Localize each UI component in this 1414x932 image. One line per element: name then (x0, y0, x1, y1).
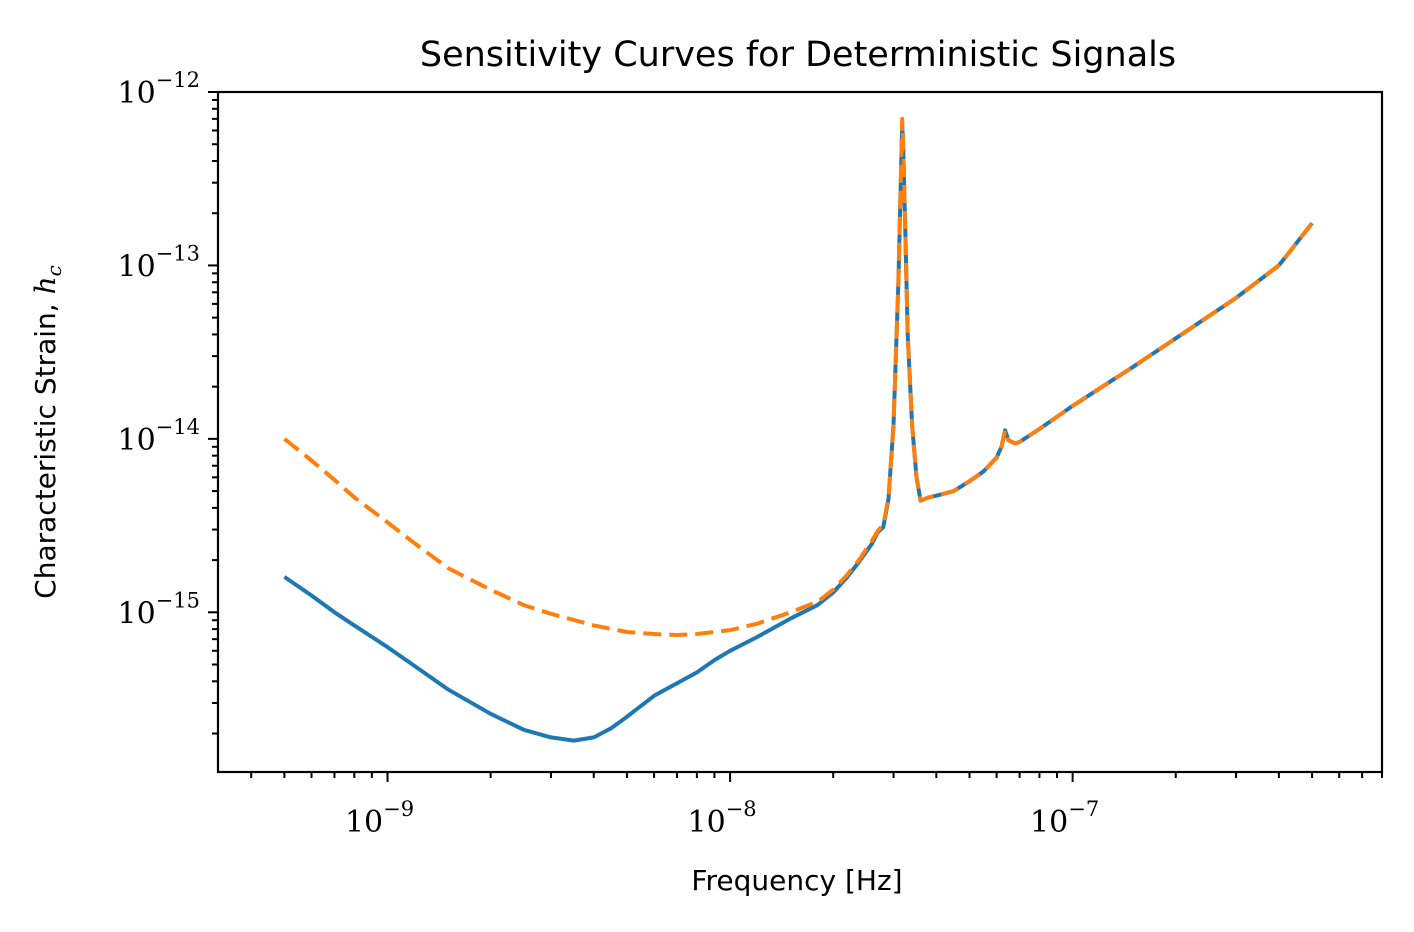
chart-title: Sensitivity Curves for Deterministic Sig… (420, 35, 1176, 75)
series-line-1 (283, 122, 1314, 743)
plot-area-frame (216, 90, 1384, 774)
x-axis-ticks: 10−9 10−8 10−7 (250, 772, 1383, 840)
x-tick-label: 10−8 (687, 797, 756, 840)
y-axis-label: Characteristic Strain, hc (29, 265, 66, 599)
x-axis-label: Frequency [Hz] (691, 864, 902, 897)
y-axis-ticks: 10−15 10−14 10−13 10−12 (117, 68, 218, 735)
y-tick-label: 10−12 (117, 68, 200, 111)
y-axis-label-symbol: h (29, 276, 62, 294)
series-layer (283, 116, 1314, 743)
y-tick-label: 10−13 (117, 241, 200, 284)
y-axis-label-subscript: c (42, 265, 66, 276)
series-line-2 (283, 116, 1314, 637)
y-tick-label: 10−15 (117, 588, 200, 631)
y-axis-label-text: Characteristic Strain, (29, 294, 62, 598)
x-tick-label: 10−7 (1030, 797, 1099, 840)
y-tick-label: 10−14 (117, 415, 200, 458)
x-tick-label: 10−9 (345, 797, 414, 840)
